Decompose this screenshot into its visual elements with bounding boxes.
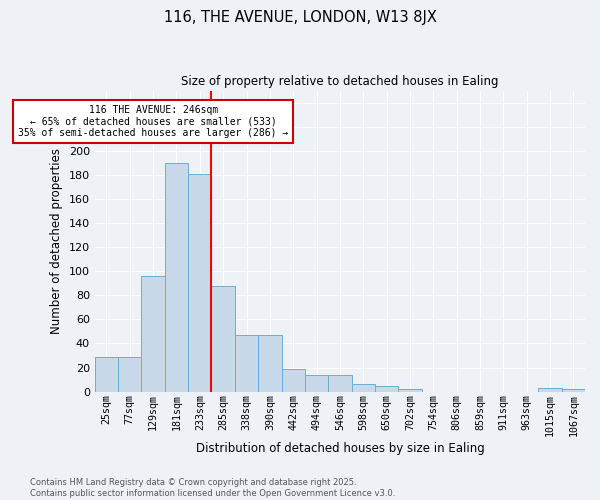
Bar [165,163,188,392]
Y-axis label: Number of detached properties: Number of detached properties [50,148,63,334]
Text: 116, THE AVENUE, LONDON, W13 8JX: 116, THE AVENUE, LONDON, W13 8JX [164,10,436,25]
Text: Contains HM Land Registry data © Crown copyright and database right 2025.
Contai: Contains HM Land Registry data © Crown c… [30,478,395,498]
Bar [95,356,118,392]
Text: 116 THE AVENUE: 246sqm
← 65% of detached houses are smaller (533)
35% of semi-de: 116 THE AVENUE: 246sqm ← 65% of detached… [18,105,288,138]
Bar [118,356,142,392]
Bar [258,335,281,392]
Bar [211,286,235,392]
Bar [398,390,422,392]
Bar [281,369,305,392]
Title: Size of property relative to detached houses in Ealing: Size of property relative to detached ho… [181,75,499,88]
Bar [188,174,211,392]
Bar [538,388,562,392]
X-axis label: Distribution of detached houses by size in Ealing: Distribution of detached houses by size … [196,442,484,455]
Bar [305,375,328,392]
Bar [375,386,398,392]
Bar [352,384,375,392]
Bar [562,390,585,392]
Bar [328,375,352,392]
Bar [235,335,258,392]
Bar [142,276,165,392]
